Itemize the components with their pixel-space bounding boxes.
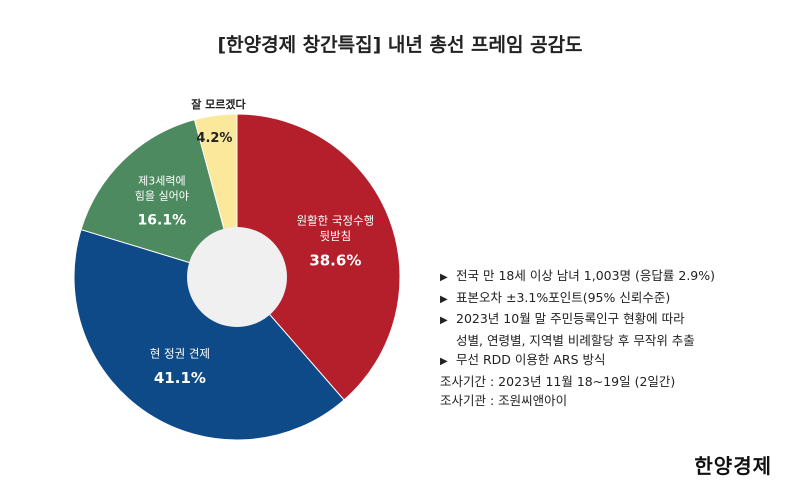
note-method: 무선 RDD 이용한 ARS 방식 xyxy=(456,352,606,367)
donut-hole xyxy=(187,227,287,327)
survey-notes: ▶ 전국 만 18세 이상 남녀 1,003명 (응답률 2.9%) ▶ 표본오차 … xyxy=(440,266,715,411)
slice-label: 힘을 실어야 xyxy=(135,189,189,202)
survey-agency: 조사기관 : 조원씨앤아이 xyxy=(440,393,568,408)
brand-logo: 한양경제 xyxy=(694,454,772,478)
note-sampling: 성별, 연령별, 지역별 비례할당 후 무작위 추출 xyxy=(456,332,695,348)
note-row: ▶ 전국 만 18세 이상 남녀 1,003명 (응답률 2.9%) xyxy=(440,268,716,283)
slice-label: 현 정권 견제 xyxy=(150,346,210,360)
note-row: ▶ 2023년 10월 말 주민등록인구 현황에 따라 xyxy=(440,311,685,326)
slice-value: 38.6% xyxy=(309,252,361,270)
slice-value: 4.2% xyxy=(196,131,232,146)
note-error-margin: 표본오차 ±3.1%포인트(95% 신뢰수준) xyxy=(456,289,671,305)
slice-label: 제3세력에 xyxy=(138,174,185,187)
slice-value: 41.1% xyxy=(154,369,206,387)
slice-label-group: 잘 모르겠다 4.2% xyxy=(191,97,246,146)
note-row: ▶ 표본오차 ±3.1%포인트(95% 신뢰수준) xyxy=(440,289,671,305)
chart-title: [한양경제 창간특집] 내년 총선 프레임 공감도 xyxy=(217,34,583,56)
note-row: ▶ 무선 RDD 이용한 ARS 방식 xyxy=(440,352,606,367)
slice-label-group: 현 정권 견제 41.1% xyxy=(150,346,210,387)
note-sample: 전국 만 18세 이상 남녀 1,003명 (응답률 2.9%) xyxy=(456,268,716,283)
slice-value: 16.1% xyxy=(138,212,187,228)
pie-slice xyxy=(236,113,401,401)
note-population: 2023년 10월 말 주민등록인구 현황에 따라 xyxy=(456,311,685,326)
slice-label: 잘 모르겠다 xyxy=(191,97,246,111)
slice-label: 원활한 국정수행 xyxy=(296,214,374,228)
slice-label: 뒷받침 xyxy=(319,229,351,243)
survey-period: 조사기간 : 2023년 11월 18~19일 (2일간) xyxy=(440,373,676,389)
pie-slice xyxy=(73,228,345,441)
pie-slice xyxy=(80,119,238,278)
